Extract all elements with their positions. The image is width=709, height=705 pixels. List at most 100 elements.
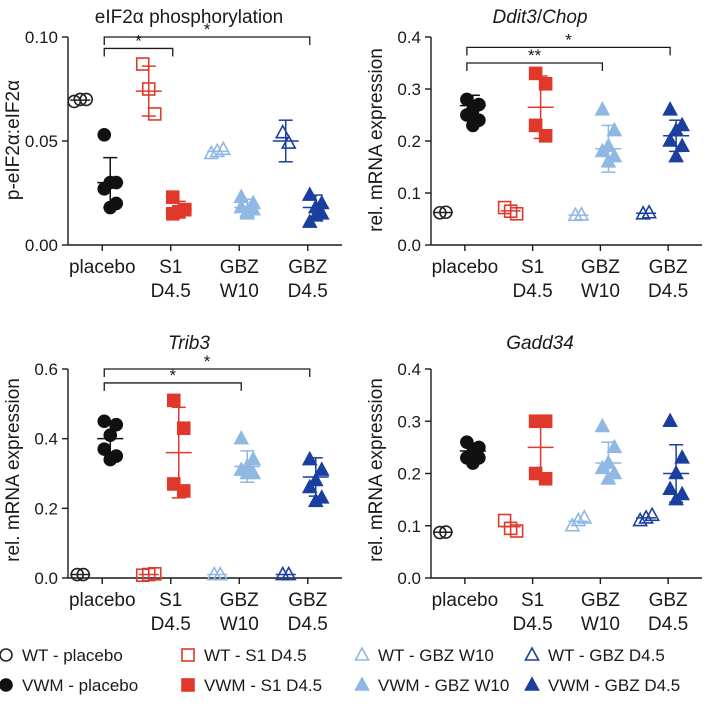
vwm-point-gbz-w10 [233, 429, 250, 445]
wt-point-gbz-w10 [576, 509, 593, 524]
x-tick-label-s1: S1 [521, 257, 544, 278]
panel-title-gadd34: Gadd34 [506, 333, 574, 354]
vwm-point-s1 [538, 414, 553, 429]
y-tick-label: 0.10 [25, 28, 58, 47]
vwm-point-s1 [538, 77, 553, 91]
wt-point-s1 [509, 524, 524, 538]
vwm-point-s1 [166, 393, 181, 408]
significance-bracket [466, 46, 671, 56]
x-tick-label-gbz-d45: GBZ [288, 257, 327, 278]
x-tick-label-s1: S1 [159, 590, 182, 611]
wt-point-s1 [147, 107, 162, 121]
x-tick-label-placebo: placebo [432, 257, 499, 278]
wt-point-gbz-d45 [638, 509, 654, 524]
vwm-point-gbz-d45 [313, 461, 330, 476]
x-tick-label-gbz-w10: GBZ [220, 590, 259, 611]
plot-area-eif2a: 0.00 0.05 0.10 placebo S1 D4.5 GBZ W10 GBZ D4.5 * * [25, 20, 342, 302]
wt-point-gbz-w10 [209, 142, 226, 158]
wt-point-gbz-w10 [573, 206, 590, 221]
y-axis-label-ddit3: rel. mRNA expression [366, 48, 387, 232]
vwm-point-placebo [103, 452, 118, 467]
vwm-point-placebo [460, 435, 474, 449]
x-tick-label-gbz-d45: GBZ [288, 590, 327, 611]
vwm-point-gbz-d45 [307, 492, 324, 508]
panel-title-ddit3: Ddit3/Chop [492, 7, 587, 28]
vwm-point-s1 [165, 190, 180, 204]
y-tick-label: 0.4 [397, 28, 421, 47]
y-axis-label-gadd34: rel. mRNA expression [366, 378, 387, 562]
y-tick-label: 0.6 [34, 360, 58, 379]
title-ddit3-sep: / [537, 7, 543, 28]
wt-point-gbz-w10 [203, 144, 220, 160]
significance-label: * [565, 30, 572, 49]
legend-item-vwm-gbz-w10: VWM - GBZ W10 [354, 676, 509, 695]
vwm-point-gbz-d45 [662, 101, 678, 116]
x-tick-label-gbz-d45-line2: D4.5 [648, 281, 688, 302]
wt-point-gbz-d45 [632, 511, 648, 527]
significance-bracket [103, 36, 311, 45]
panel-gadd34: Gadd34 rel. mRNA expression 0.0 0.1 0.2 0.3… [366, 333, 702, 635]
vwm-point-gbz-w10 [594, 459, 611, 475]
x-tick-label-gbz-w10-line2: W10 [581, 614, 620, 635]
vwm-point-placebo [97, 127, 112, 142]
significance-bracket [103, 382, 242, 391]
x-tick-label-gbz-d45-line2: D4.5 [288, 614, 328, 635]
vwm-point-gbz-d45 [674, 449, 690, 464]
vwm-point-gbz-w10 [594, 142, 611, 158]
vwm-point-gbz-d45 [674, 137, 690, 152]
x-tick-label-placebo: placebo [432, 590, 499, 611]
significance-label: * [169, 366, 176, 385]
legend-label: WT - S1 D4.5 [204, 646, 307, 665]
vwm-point-gbz-d45 [301, 186, 318, 201]
legend-marker-wt-s1 [181, 648, 195, 662]
x-tick-label-s1-line2: D4.5 [513, 281, 553, 302]
wt-point-gbz-d45 [274, 124, 291, 139]
wt-point-gbz-d45 [280, 565, 297, 581]
legend-item-vwm-gbz-d45: VWM - GBZ D4.5 [524, 676, 680, 695]
wt-point-gbz-d45 [641, 204, 657, 219]
vwm-point-gbz-d45 [301, 478, 318, 494]
vwm-point-gbz-w10 [594, 101, 611, 116]
significance-label: * [204, 352, 211, 371]
x-tick-label-gbz-d45: GBZ [649, 590, 688, 611]
y-tick-label: 0.0 [34, 569, 58, 588]
legend-label: VWM - placebo [22, 676, 138, 695]
y-tick-label: 0.0 [397, 569, 421, 588]
y-tick-label: 0.3 [397, 412, 421, 431]
vwm-point-s1 [528, 118, 543, 133]
legend-label: VWM - GBZ W10 [378, 676, 509, 695]
vwm-point-gbz-w10 [606, 438, 623, 454]
significance-bracket [466, 62, 604, 71]
legend-item-wt-gbz-w10: WT - GBZ W10 [354, 646, 494, 665]
x-tick-label-s1-line2: D4.5 [151, 281, 191, 302]
x-tick-label-gbz-w10-line2: W10 [581, 281, 620, 302]
y-axis-label-eif2a: p-eIF2α:eIF2α [3, 80, 24, 200]
legend-label: VWM - S1 D4.5 [204, 676, 322, 695]
vwm-point-gbz-d45 [301, 213, 318, 228]
vwm-point-placebo [97, 182, 112, 196]
vwm-point-s1 [538, 129, 553, 143]
legend-label: WT - placebo [22, 646, 123, 665]
x-tick-label-gbz-d45-line2: D4.5 [288, 281, 328, 302]
legend-item-wt-gbz-d45: WT - GBZ D4.5 [524, 646, 665, 665]
vwm-point-gbz-w10 [245, 450, 262, 466]
wt-point-gbz-w10 [215, 140, 232, 156]
vwm-point-s1 [166, 477, 181, 491]
legend-marker-wt-placebo [0, 648, 13, 662]
y-tick-label: 0.0 [397, 236, 421, 255]
y-tick-label: 0.4 [34, 430, 58, 449]
wt-point-gbz-w10 [212, 565, 229, 581]
legend-marker-vwm-s1 [181, 678, 195, 692]
legend-marker-wt-gbz-w10 [354, 646, 370, 661]
y-tick-label: 0.3 [397, 80, 421, 99]
legend-item-vwm-placebo: VWM - placebo [0, 676, 138, 695]
y-tick-label: 0.05 [25, 132, 58, 151]
legend-label: WT - GBZ D4.5 [548, 646, 665, 665]
vwm-point-gbz-w10 [233, 198, 250, 214]
vwm-point-s1 [176, 484, 191, 498]
vwm-point-gbz-d45 [662, 480, 678, 495]
y-tick-label: 0.1 [397, 517, 421, 536]
panel-eif2a: eIF2α phosphorylation p-eIF2α:eIF2α 0.00… [3, 7, 342, 302]
wt-point-gbz-w10 [570, 511, 587, 527]
